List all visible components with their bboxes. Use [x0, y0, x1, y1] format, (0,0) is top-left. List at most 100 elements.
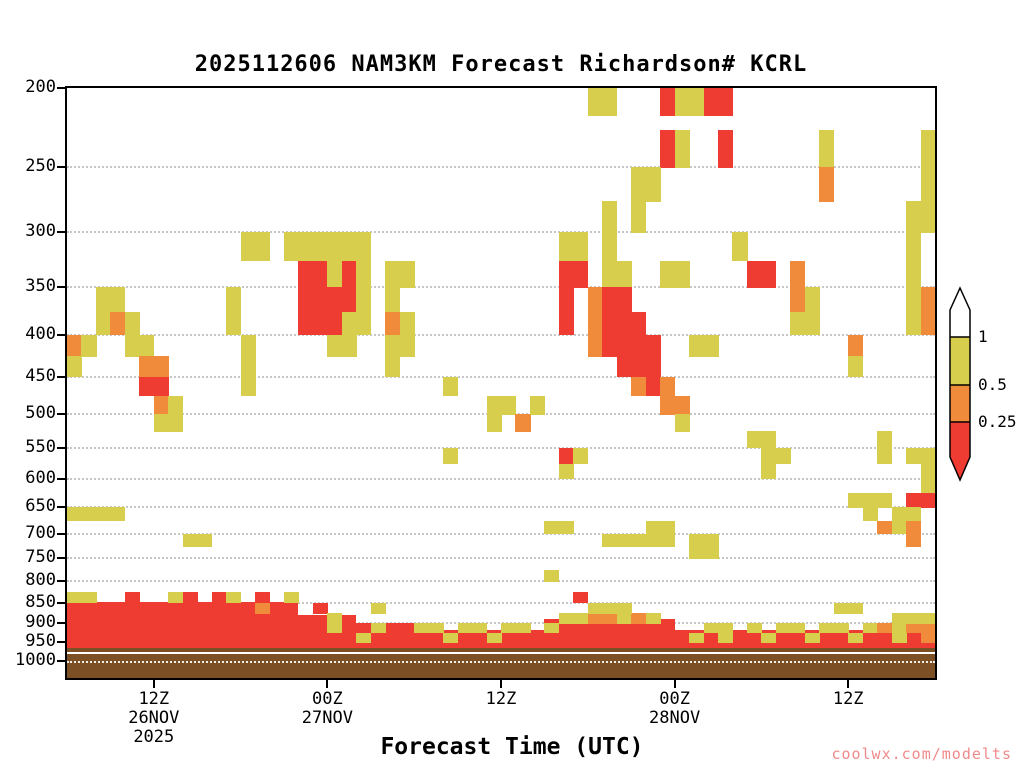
heatmap-cell [862, 507, 878, 522]
pressure-gridline [67, 557, 935, 560]
heatmap-cell [660, 129, 676, 168]
heatmap-cell [312, 287, 328, 313]
heatmap-cell [327, 623, 343, 634]
heatmap-cell [95, 287, 111, 313]
colorbar-label-0-25: 0.25 [978, 412, 1017, 431]
heatmap-cell [718, 623, 734, 634]
heatmap-cell [327, 287, 343, 313]
heatmap-cell [746, 431, 762, 449]
heatmap-cell [906, 493, 922, 508]
heatmap-cell [486, 414, 502, 432]
heatmap-cell [544, 520, 560, 535]
y-axis-tick [57, 622, 65, 625]
heatmap-cell [674, 395, 690, 415]
heatmap-cell [920, 287, 935, 313]
pressure-gridline [67, 506, 935, 509]
y-axis-label: 750 [25, 547, 56, 568]
heatmap-cell [558, 520, 574, 535]
heatmap-cell [139, 376, 155, 397]
heatmap-cell [110, 507, 126, 522]
heatmap-cell [399, 334, 415, 357]
heatmap-cell [95, 507, 111, 522]
heatmap-cell [616, 602, 632, 614]
colorbar-segment-above-1 [950, 288, 970, 337]
heatmap-cell [602, 232, 618, 262]
heatmap-cell [703, 533, 719, 547]
y-axis-tick [57, 601, 65, 604]
y-axis-tick [57, 166, 65, 169]
heatmap-cell [891, 507, 907, 522]
y-axis-label: 200 [25, 77, 56, 97]
heatmap-cell [558, 613, 574, 624]
heatmap-cell [370, 602, 386, 614]
heatmap-cell [631, 613, 647, 624]
heatmap-cell [689, 546, 705, 559]
heatmap-cell [602, 260, 618, 288]
heatmap-cell [877, 623, 893, 634]
heatmap-cell [616, 356, 632, 378]
heatmap-cell [168, 395, 184, 415]
heatmap-cell [732, 232, 748, 262]
heatmap-cell [211, 592, 227, 604]
colorbar-label-0-5: 0.5 [978, 375, 1007, 394]
heatmap-cell [920, 632, 935, 643]
heatmap-cell [631, 533, 647, 547]
heatmap-cell [356, 232, 372, 262]
heatmap-cell [573, 613, 589, 624]
heatmap-cell [790, 260, 806, 288]
y-axis-label: 700 [25, 522, 56, 543]
chart-title: 2025112606 NAM3KM Forecast Richardson# K… [194, 52, 808, 77]
heatmap-cell [660, 260, 676, 288]
heatmap-cell [689, 533, 705, 547]
heatmap-cell [558, 311, 574, 336]
y-axis-label: 350 [25, 276, 56, 297]
heatmap-cell [370, 623, 386, 634]
heatmap-cell [660, 88, 676, 116]
heatmap-cell [660, 376, 676, 397]
heatmap-cell [587, 311, 603, 336]
pressure-gridline [67, 477, 935, 480]
heatmap-cell [602, 334, 618, 357]
heatmap-cell [341, 260, 357, 288]
heatmap-cell [327, 260, 343, 288]
heatmap-cell [877, 447, 893, 465]
x-axis-tick [500, 680, 502, 688]
heatmap-cell [587, 334, 603, 357]
heatmap-cell [327, 232, 343, 262]
heatmap-cell [558, 463, 574, 480]
heatmap-cell [674, 129, 690, 168]
heatmap-cell [110, 287, 126, 313]
heatmap-cell [891, 613, 907, 624]
heatmap-cell [819, 129, 835, 168]
heatmap-cell [124, 592, 140, 604]
heatmap-cell [573, 232, 589, 262]
heatmap-cell [312, 311, 328, 336]
heatmap-cell [877, 520, 893, 535]
heatmap-cell [414, 623, 430, 634]
y-axis-label: 600 [25, 467, 56, 488]
heatmap-cell [240, 376, 256, 397]
heatmap-cell [602, 88, 618, 116]
heatmap-cell [775, 623, 791, 634]
heatmap-cell [674, 260, 690, 288]
heatmap-cell [153, 395, 169, 415]
heatmap-cell [399, 311, 415, 336]
heatmap-cell [674, 88, 690, 116]
heatmap-cell [660, 533, 676, 547]
heatmap-cell [240, 356, 256, 378]
heatmap-cell [182, 592, 198, 604]
heatmap-cell [906, 507, 922, 522]
heatmap-cell [67, 334, 83, 357]
heatmap-cell [327, 334, 343, 357]
heatmap-cell [804, 632, 820, 643]
colorbar-outline [949, 286, 971, 482]
heatmap-cell [385, 311, 401, 336]
heatmap-cell [616, 613, 632, 624]
heatmap-cell [67, 356, 83, 378]
heatmap-cell [255, 602, 271, 614]
heatmap-cell [356, 632, 372, 643]
pressure-gridline [67, 532, 935, 535]
plot-area [65, 86, 937, 680]
y-axis-label: 900 [25, 612, 56, 633]
heatmap-cell [587, 613, 603, 624]
